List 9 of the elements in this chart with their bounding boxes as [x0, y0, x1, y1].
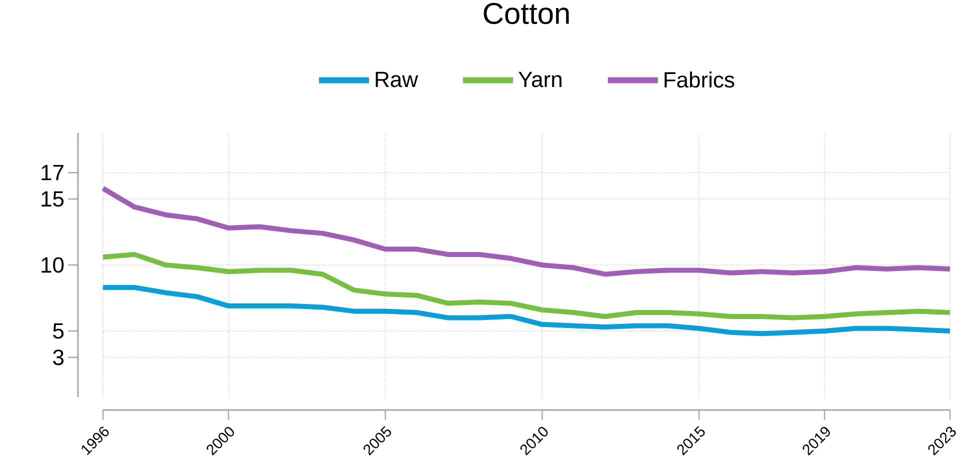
y-tick-label: 3: [53, 350, 64, 366]
y-tick-label: 5: [53, 323, 64, 339]
y-tick-label: 10: [42, 257, 64, 273]
y-tick-label: 17: [42, 165, 64, 180]
y-tick-label: 15: [42, 191, 64, 207]
chart-title: Cotton: [484, 2, 569, 24]
legend-label: Yarn: [518, 72, 562, 88]
legend-label: Raw: [376, 72, 418, 88]
legend-label: Fabrics: [664, 71, 734, 88]
